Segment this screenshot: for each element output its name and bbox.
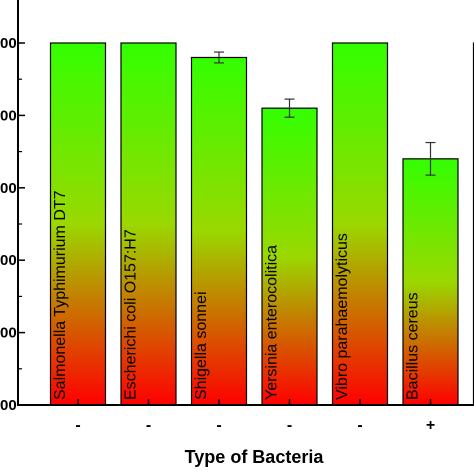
y-tick-label: 00 xyxy=(0,397,17,414)
y-tick-label: 00 xyxy=(0,107,17,124)
x-axis: - - - - - + xyxy=(75,399,435,434)
bar xyxy=(402,158,459,406)
bars-layer: Salmonella Typhimurium DT7 Escherichi col… xyxy=(49,42,474,406)
x-tick-label: - xyxy=(357,417,362,434)
bar-category-label: Escherichi coli O157:H7 xyxy=(123,229,140,400)
y-axis: 00 00 00 00 00 00 xyxy=(0,35,25,414)
bar-category-label: Bacillus cereus xyxy=(405,292,422,400)
x-axis-title: Type of Bacteria xyxy=(185,447,325,467)
bar-category-label: Shigella sonnei xyxy=(193,291,210,400)
bar-category-label: Salmonella Typhimurium DT7 xyxy=(52,190,69,400)
y-tick-label: 00 xyxy=(0,35,17,52)
x-tick-label: - xyxy=(287,417,292,434)
bar xyxy=(120,42,177,406)
bar xyxy=(49,42,107,406)
plot-frame xyxy=(17,0,474,406)
x-tick-label: - xyxy=(216,417,221,434)
bar xyxy=(331,42,389,406)
y-tick-label: 00 xyxy=(0,180,17,197)
bar-category-label: Yersinia enterocolitica xyxy=(264,245,281,400)
x-tick-label: + xyxy=(426,417,435,434)
y-tick-label: 00 xyxy=(0,252,17,269)
bar-category-label: Vibro parahaemolyticus xyxy=(334,233,351,400)
y-tick-label: 00 xyxy=(0,325,17,342)
x-tick-label: - xyxy=(146,417,151,434)
x-tick-label: - xyxy=(75,417,80,434)
